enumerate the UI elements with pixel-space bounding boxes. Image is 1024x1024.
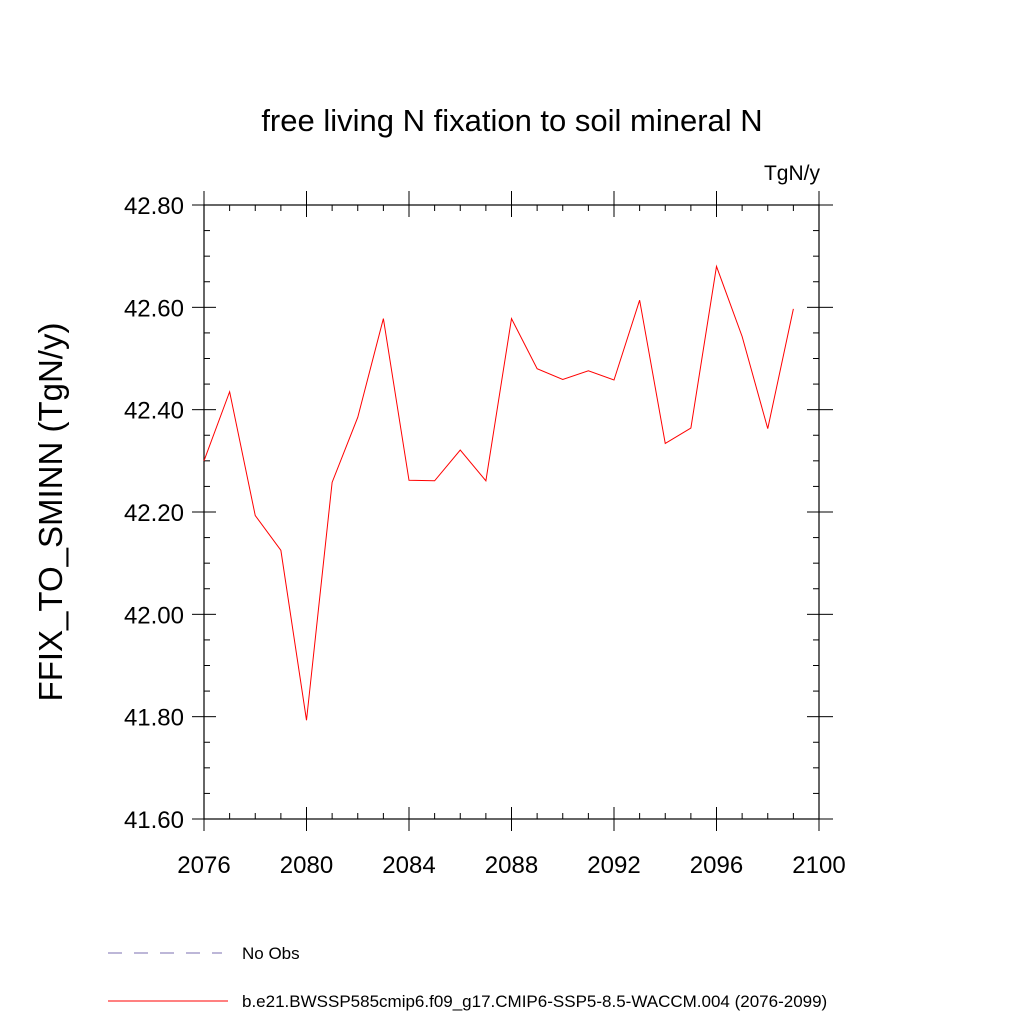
x-tick-labels: 2076 2080 2084 2088 2092 2096 2100: [177, 852, 845, 879]
y-tick-label: 41.60: [124, 807, 184, 834]
y-tick-label: 42.20: [124, 500, 184, 527]
x-tick-label: 2076: [177, 852, 230, 879]
y-tick-label: 41.80: [124, 705, 184, 732]
units-label: TgN/y: [764, 162, 821, 185]
series-group: [203, 264, 794, 721]
x-tick-label: 2100: [792, 852, 845, 879]
series-line: [203, 264, 794, 721]
y-tick-label: 42.00: [124, 602, 184, 629]
y-tick-label: 42.60: [124, 295, 184, 322]
x-tick-label: 2092: [587, 852, 640, 879]
x-tick-label: 2088: [485, 852, 538, 879]
y-tick-labels: 41.60 41.80 42.00 42.20 42.40 42.60 42.80: [124, 193, 184, 834]
chart-title: free living N fixation to soil mineral N: [261, 103, 762, 138]
legend-label-no-obs: No Obs: [242, 944, 300, 963]
x-tick-label: 2096: [690, 852, 743, 879]
x-tick-label: 2084: [382, 852, 435, 879]
plot-frame: [203, 204, 820, 820]
legend-label-model: b.e21.BWSSP585cmip6.f09_g17.CMIP6-SSP5-8…: [242, 992, 827, 1011]
x-tick-label: 2080: [280, 852, 333, 879]
y-tick-label: 42.80: [124, 193, 184, 220]
axis-ticks: [192, 191, 833, 831]
y-axis-label: FFIX_TO_SMINN (TgN/y): [32, 323, 69, 702]
legend: No Obs b.e21.BWSSP585cmip6.f09_g17.CMIP6…: [108, 944, 827, 1011]
y-tick-label: 42.40: [124, 398, 184, 425]
